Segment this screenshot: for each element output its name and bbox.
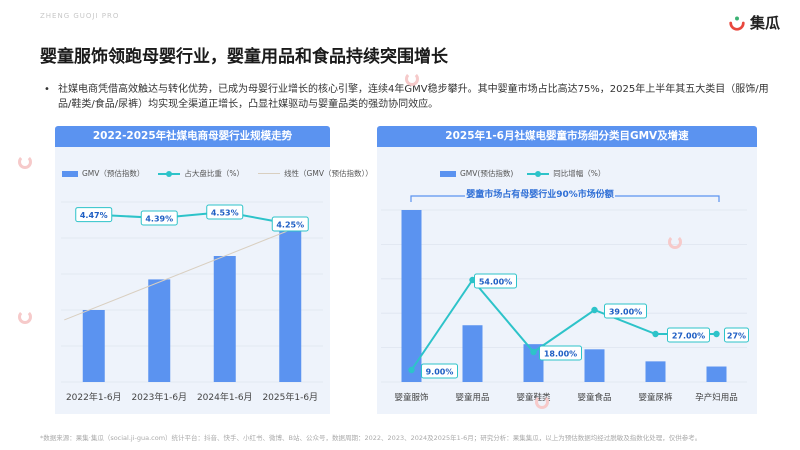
line-point	[530, 348, 537, 356]
left-chart-plot: 2022年1-6月 2023年1-6月 2024年1-6月 2025年1-6月 4.47…	[61, 201, 323, 403]
bar	[82, 310, 105, 382]
legend-label: 同比增幅（%）	[553, 169, 606, 178]
data-label: 27%	[727, 332, 746, 341]
category-label: 婴童鞋类	[516, 392, 551, 403]
data-label: 9.00%	[426, 368, 454, 377]
legend-label: GMV（预估指数）	[82, 169, 145, 178]
left-chart-legend: GMV（预估指数） 占大盘比重（%） 线性（GMV（预估指数））	[62, 168, 373, 179]
data-label-box	[604, 303, 647, 319]
legend-item-share: 占大盘比重（%）	[158, 168, 244, 179]
bar	[523, 344, 544, 382]
data-label: 18.00%	[544, 350, 577, 359]
legend-item-gmv: GMV(预估指数)	[440, 168, 513, 179]
legend-label: GMV(预估指数)	[460, 169, 514, 178]
data-label: 39.00%	[609, 308, 642, 317]
legend-label: 线性（GMV（预估指数））	[284, 169, 373, 178]
data-label-box	[667, 327, 710, 343]
legend-item-trend: 线性（GMV（预估指数））	[258, 168, 373, 179]
bar	[584, 349, 605, 382]
legend-trend-swatch	[258, 173, 281, 174]
bar	[462, 325, 483, 382]
data-label-box	[724, 327, 749, 343]
summary-paragraph: 社媒电商凭借高效触达与转化优势，已成为母婴行业增长的核心引擎，连续4年GMV稳步…	[44, 82, 773, 112]
legend-bar-swatch	[62, 170, 78, 177]
brand-logo-text: 集瓜	[749, 14, 780, 32]
bar	[148, 279, 171, 382]
category-label: 婴童服饰	[394, 392, 429, 403]
line-point	[713, 330, 720, 338]
watermark-logo-icon	[18, 310, 32, 324]
data-label-box	[539, 345, 582, 361]
data-label-box	[271, 216, 309, 232]
data-label-box	[206, 204, 244, 220]
category-label: 2022年1-6月	[66, 391, 122, 403]
growth-line	[93, 210, 291, 225]
legend-line-swatch	[158, 170, 181, 178]
left-chart-title: 2022-2025年社媒电商母婴行业规模走势	[55, 126, 330, 147]
category-label: 2025年1-6月	[262, 391, 318, 403]
watermark-logo-icon	[405, 72, 419, 86]
category-label: 2023年1-6月	[131, 391, 187, 403]
data-label-box	[75, 207, 113, 223]
bar	[706, 366, 727, 382]
line-point	[408, 366, 415, 374]
category-label: 婴童食品	[577, 392, 611, 403]
page-title: 婴童服饰领跑母婴行业，婴童用品和食品持续突围增长	[40, 47, 448, 67]
data-label-box	[140, 210, 178, 226]
line-point	[652, 330, 659, 338]
legend-item-gmv: GMV（预估指数）	[62, 168, 144, 179]
growth-line	[410, 278, 717, 371]
brand-logo: 集瓜	[728, 12, 780, 33]
legend-item-growth: 同比增幅（%）	[527, 168, 605, 179]
data-label: 27.00%	[672, 332, 705, 341]
category-label: 2024年1-6月	[197, 391, 253, 403]
right-chart-legend: GMV(预估指数) 同比增幅（%）	[440, 168, 605, 179]
watermark-logo-icon	[535, 395, 549, 409]
category-label: 婴童尿裤	[638, 392, 673, 403]
data-label: 4.47%	[80, 211, 108, 220]
data-label: 54.00%	[479, 278, 512, 287]
legend-line-swatch	[527, 170, 550, 178]
data-label: 4.25%	[276, 221, 304, 230]
watermark-logo-icon	[668, 235, 682, 249]
legend-bar-swatch	[440, 170, 456, 177]
legend-label: 占大盘比重（%）	[184, 169, 245, 178]
watermark-logo-icon	[18, 155, 32, 169]
brand-logo-icon	[729, 16, 745, 31]
right-chart-title: 2025年1-6月社媒电婴童市场细分类目GMV及增速	[377, 126, 757, 147]
footnote: *数据来源：果集·集瓜（social.ji-gua.com）统计平台：抖音、快手…	[40, 434, 702, 442]
trendline	[64, 222, 307, 321]
bar	[213, 256, 236, 382]
data-label: 4.53%	[211, 209, 239, 218]
bar	[645, 361, 666, 382]
data-label-box	[421, 363, 458, 379]
data-label-box	[474, 273, 517, 289]
annotation-label: 婴童市场占有母婴行业90%市场份额	[466, 188, 614, 200]
annotation-bg	[465, 186, 615, 200]
line-point	[591, 306, 598, 314]
category-label: 孕产妇用品	[695, 392, 738, 403]
bar	[279, 230, 302, 382]
category-label: 婴童用品	[455, 392, 489, 403]
data-label: 4.39%	[145, 215, 173, 224]
brand-watermark-top: ZHENG GUOJI PRO	[40, 12, 120, 20]
bar	[401, 210, 422, 382]
